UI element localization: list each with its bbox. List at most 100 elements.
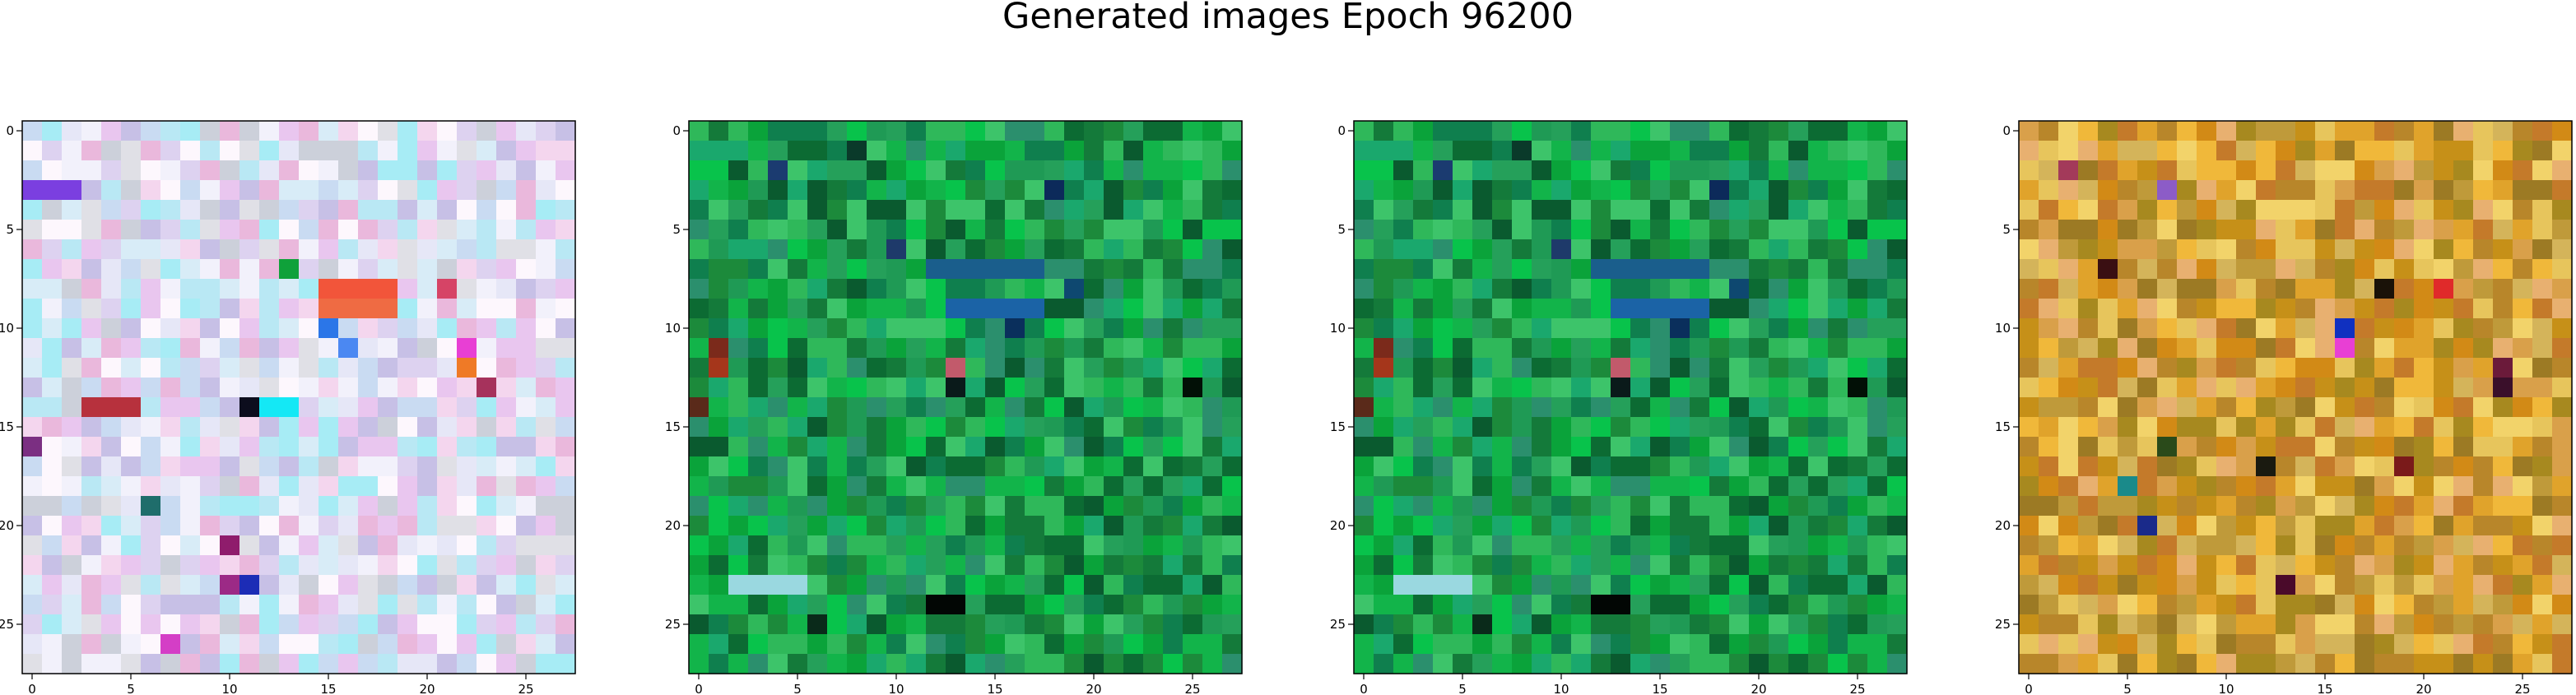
heatmap-cell — [2098, 141, 2118, 161]
heatmap-cell — [1591, 358, 1611, 378]
heatmap-cell — [338, 476, 359, 497]
heatmap-cell — [1729, 654, 1750, 674]
y-tick-label: 20 — [1330, 518, 1346, 533]
heatmap-cell — [807, 654, 828, 674]
heatmap-cell — [1848, 180, 1868, 201]
heatmap-cell — [1571, 121, 1592, 141]
heatmap-cell — [886, 654, 907, 674]
heatmap-cell — [2058, 141, 2079, 161]
heatmap-cell — [1374, 417, 1394, 438]
heatmap-cell — [689, 397, 709, 418]
heatmap-cell — [496, 397, 517, 418]
heatmap-cell — [2513, 338, 2533, 359]
heatmap-cell — [2374, 614, 2395, 635]
heatmap-cell — [42, 141, 63, 161]
heatmap-cell — [1828, 220, 1848, 240]
heatmap-cell — [2157, 654, 2178, 674]
heatmap-cell — [2493, 279, 2513, 299]
heatmap-cell — [2434, 496, 2454, 517]
heatmap-cell — [2552, 654, 2573, 674]
heatmap-cell — [1222, 318, 1243, 339]
heatmap-cell — [2335, 634, 2355, 655]
heatmap-cell — [1690, 279, 1710, 299]
heatmap-cell — [1551, 279, 1572, 299]
heatmap-cell — [477, 634, 497, 655]
heatmap-cell — [2394, 378, 2415, 398]
heatmap-cell — [279, 575, 300, 595]
heatmap-cell — [2335, 575, 2355, 595]
heatmap-cell — [2532, 437, 2553, 457]
heatmap-cell — [1025, 437, 1045, 457]
heatmap-cell — [1769, 239, 1789, 260]
heatmap-cell — [1808, 634, 1829, 655]
heatmap-cell — [1769, 141, 1789, 161]
heatmap-cell — [1374, 279, 1394, 299]
heatmap-cell — [2157, 397, 2178, 418]
heatmap-cell — [1551, 180, 1572, 201]
heatmap-cell — [1433, 516, 1453, 536]
heatmap-cell — [2355, 555, 2375, 576]
heatmap-cell — [2295, 555, 2316, 576]
heatmap-cell — [2177, 259, 2197, 280]
heatmap-cell — [1025, 338, 1045, 359]
heatmap-cell — [886, 318, 907, 339]
heatmap-cell — [946, 239, 966, 260]
heatmap-cell — [1630, 279, 1651, 299]
heatmap-cell — [2335, 279, 2355, 299]
heatmap-cell — [1749, 239, 1769, 260]
heatmap-cell — [358, 575, 379, 595]
heatmap-cell — [1848, 239, 1868, 260]
heatmap-cell — [1769, 200, 1789, 220]
heatmap-cell — [1788, 200, 1809, 220]
heatmap-cell — [2335, 437, 2355, 457]
heatmap-cell — [81, 279, 102, 299]
heatmap-cell — [748, 456, 769, 477]
heatmap-cell — [378, 378, 398, 398]
heatmap-cell — [867, 476, 887, 497]
heatmap-cell — [1551, 496, 1572, 517]
heatmap-cell — [2216, 654, 2237, 674]
heatmap-cell — [1453, 338, 1473, 359]
heatmap-cell — [477, 397, 497, 418]
heatmap-cell — [1808, 200, 1829, 220]
heatmap-cell — [259, 180, 280, 201]
heatmap-cell — [1611, 575, 1631, 595]
heatmap-cell — [2197, 496, 2217, 517]
heatmap-cell — [1828, 575, 1848, 595]
heatmap-cell — [516, 279, 537, 299]
heatmap-cell — [1729, 378, 1750, 398]
heatmap-cell — [2276, 299, 2296, 319]
heatmap-cell — [1709, 160, 1730, 181]
heatmap-cell — [2118, 555, 2138, 576]
heatmap-cell — [417, 358, 438, 378]
heatmap-cell — [709, 160, 729, 181]
heatmap-cell — [299, 456, 319, 477]
heatmap-cell — [2058, 516, 2079, 536]
heatmap-cell — [1788, 535, 1809, 556]
heatmap-cell — [2532, 121, 2553, 141]
heatmap-cell — [2552, 378, 2573, 398]
heatmap-cell — [457, 239, 477, 260]
heatmap-cell — [2256, 141, 2276, 161]
heatmap-cell — [1492, 614, 1513, 635]
heatmap-cell — [926, 456, 946, 477]
heatmap-cell — [2394, 654, 2415, 674]
heatmap-cell — [1571, 496, 1592, 517]
heatmap-cell — [965, 476, 986, 497]
heatmap-cell — [1084, 358, 1104, 378]
heatmap-cell — [2434, 299, 2454, 319]
heatmap-cell — [1749, 437, 1769, 457]
heatmap-cell — [728, 456, 749, 477]
heatmap-cell — [42, 535, 63, 556]
heatmap-cell — [2276, 279, 2296, 299]
heatmap-cell — [1749, 456, 1769, 477]
heatmap-cell — [1393, 634, 1414, 655]
heatmap-cell — [2256, 634, 2276, 655]
heatmap-cell — [1163, 279, 1183, 299]
heatmap-cell — [516, 220, 537, 240]
heatmap-cell — [1472, 456, 1493, 477]
heatmap-cell — [160, 160, 181, 181]
heatmap-cell — [1867, 535, 1888, 556]
